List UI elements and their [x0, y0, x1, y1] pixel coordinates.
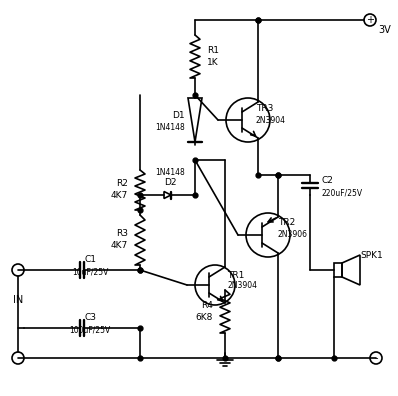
Text: 1N4148: 1N4148	[155, 122, 185, 131]
Text: 10uF/25V: 10uF/25V	[72, 268, 108, 276]
Text: 4K7: 4K7	[111, 190, 128, 200]
Text: TR3: TR3	[256, 103, 273, 112]
Text: TR2: TR2	[278, 217, 295, 227]
Text: D1: D1	[172, 110, 185, 120]
Text: 2N3904: 2N3904	[256, 116, 286, 124]
Text: 6K8: 6K8	[196, 312, 213, 322]
Text: 220uF/25V: 220uF/25V	[322, 188, 363, 198]
Text: TR1: TR1	[227, 270, 244, 280]
Text: R1: R1	[207, 46, 219, 55]
Text: 100uF/25V: 100uF/25V	[69, 326, 111, 335]
Text: IN: IN	[13, 295, 23, 305]
Bar	[334, 263, 342, 277]
Text: C1: C1	[84, 255, 96, 265]
Text: 1K: 1K	[207, 57, 219, 67]
Text: D2: D2	[164, 177, 176, 187]
Text: R4: R4	[201, 301, 213, 310]
Text: 3V: 3V	[378, 25, 391, 35]
Text: +: +	[366, 15, 374, 25]
Text: 1N4148: 1N4148	[155, 168, 185, 177]
Text: 4K7: 4K7	[111, 240, 128, 249]
Text: R3: R3	[116, 228, 128, 238]
Text: 2N3906: 2N3906	[278, 230, 308, 238]
Text: -: -	[374, 353, 378, 363]
Text: R2: R2	[116, 179, 128, 187]
Text: C2: C2	[322, 175, 334, 185]
Text: SPK1: SPK1	[360, 251, 383, 259]
Text: C3: C3	[84, 314, 96, 322]
Text: 2N3904: 2N3904	[227, 282, 257, 291]
